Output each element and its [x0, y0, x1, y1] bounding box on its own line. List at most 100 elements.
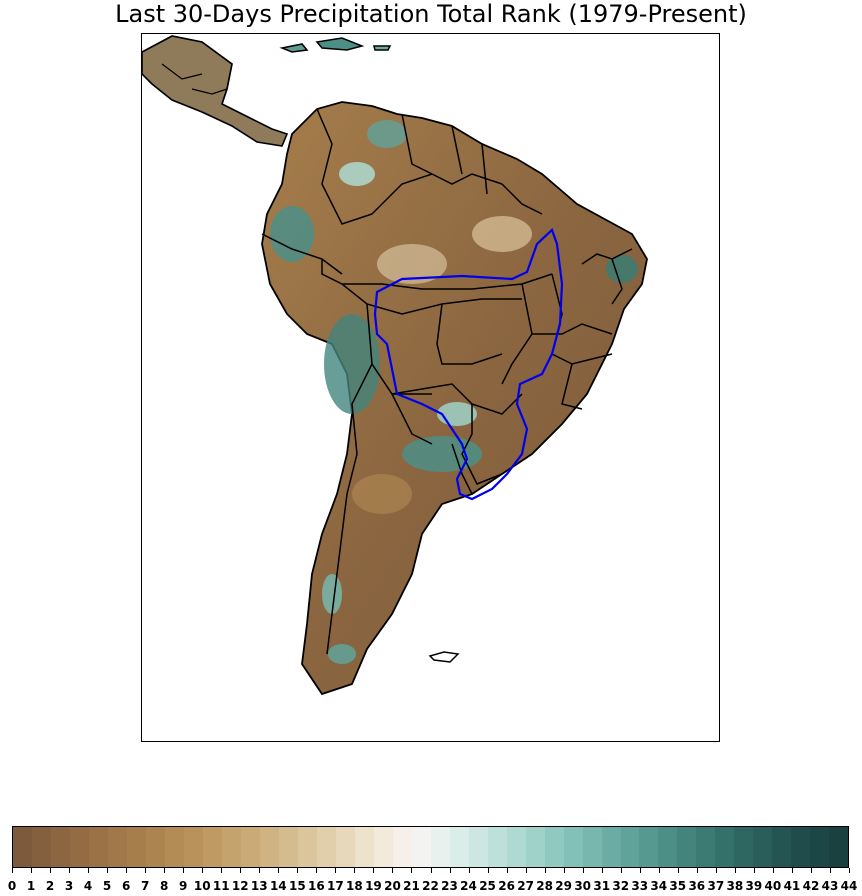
colorbar-tick-label: 1 [26, 879, 36, 893]
colorbar-cell [13, 827, 32, 867]
colorbar-cell [164, 827, 184, 867]
colorbar-tick-label: 30 [574, 879, 592, 893]
colorbar-tick [316, 868, 318, 873]
colorbar-tick [449, 868, 451, 873]
colorbar-cell [88, 827, 108, 867]
colorbar-tick [849, 868, 850, 873]
colorbar-tick-label: 31 [593, 879, 611, 893]
colorbar-tick [202, 868, 204, 873]
colorbar-cell [31, 827, 51, 867]
falkland-island [428, 651, 460, 663]
colorbar-cell [829, 827, 849, 867]
colorbar-cell [335, 827, 355, 867]
south-america-landmass [261, 101, 648, 696]
colorbar-cell [221, 827, 241, 867]
colorbar-tick-label: 24 [460, 879, 477, 893]
colorbar-cell [487, 827, 507, 867]
caribbean-island [315, 37, 365, 51]
colorbar-tick [658, 868, 660, 873]
colorbar-tick [354, 868, 356, 873]
colorbar-cell [734, 827, 754, 867]
colorbar-tick [12, 868, 13, 873]
colorbar-cell [316, 827, 336, 867]
colorbar-cell [791, 827, 811, 867]
colorbar-tick [677, 868, 679, 873]
colorbar-tick-label: 40 [764, 879, 782, 893]
colorbar-tick-label: 15 [288, 879, 306, 893]
colorbar-tick-label: 2 [45, 879, 55, 893]
colorbar-tick-label: 33 [631, 879, 649, 893]
colorbar-tick-label: 21 [403, 879, 420, 893]
colorbar-cell [240, 827, 260, 867]
colorbar-cell [563, 827, 583, 867]
colorbar-tick [107, 868, 109, 873]
colorbar-cell [430, 827, 450, 867]
colorbar-tick [715, 868, 717, 873]
colorbar-cell [449, 827, 469, 867]
colorbar-tick-label: 8 [159, 879, 169, 893]
colorbar-tick [639, 868, 641, 873]
colorbar-tick [221, 868, 223, 873]
colorbar-tick-label: 38 [726, 879, 744, 893]
colorbar-tick-label: 13 [250, 879, 268, 893]
colorbar-tick [126, 868, 128, 873]
colorbar-tick-label: 5 [102, 879, 112, 893]
colorbar-tick-label: 7 [140, 879, 150, 893]
caribbean-island [279, 43, 309, 53]
colorbar-tick-label: 0 [7, 879, 17, 893]
colorbar-tick-label: 25 [479, 879, 496, 893]
colorbar-tick [183, 868, 185, 873]
colorbar-cell [278, 827, 298, 867]
colorbar-tick [506, 868, 508, 873]
colorbar-tick-label: 16 [308, 879, 325, 893]
colorbar-tick-label: 34 [650, 879, 668, 893]
colorbar-cell [297, 827, 317, 867]
colorbar-tick [525, 868, 527, 873]
colorbar-tick-label: 20 [384, 879, 401, 893]
map-title: Last 30-Days Precipitation Total Rank (1… [115, 0, 747, 28]
colorbar-tick [487, 868, 489, 873]
colorbar-tick-label: 35 [669, 879, 687, 893]
colorbar-tick [50, 868, 52, 873]
colorbar-tick [696, 868, 698, 873]
colorbar-cell [69, 827, 89, 867]
colorbar-tick-label: 26 [498, 879, 515, 893]
colorbar-cell [202, 827, 222, 867]
central-america-landmass [142, 35, 289, 147]
colorbar-tick [468, 868, 470, 873]
colorbar-tick [810, 868, 812, 873]
colorbar-tick-label: 9 [179, 879, 188, 893]
colorbar-tick-label: 6 [121, 879, 131, 893]
colorbar-cell [107, 827, 127, 867]
map-frame [141, 33, 720, 742]
colorbar-cell [525, 827, 545, 867]
colorbar-tick-label: 3 [64, 879, 74, 893]
colorbar-tick-label: 28 [536, 879, 553, 893]
colorbar-cell [126, 827, 146, 867]
colorbar-tick-label: 42 [802, 879, 820, 893]
colorbar-cell [50, 827, 70, 867]
colorbar-tick [69, 868, 71, 873]
colorbar-tick [31, 868, 33, 873]
colorbar-tick [335, 868, 337, 873]
colorbar-tick [734, 868, 736, 873]
colorbar-tick-label: 14 [269, 879, 287, 893]
colorbar-tick [392, 868, 394, 873]
colorbar-cell [696, 827, 716, 867]
colorbar-tick-label: 27 [517, 879, 534, 893]
colorbar-tick [240, 868, 242, 873]
colorbar-tick-label: 36 [688, 879, 706, 893]
colorbar-cell [753, 827, 773, 867]
colorbar-tick [430, 868, 432, 873]
colorbar-tick [753, 868, 755, 873]
colorbar-tick-label: 23 [441, 879, 458, 893]
colorbar-cell [145, 827, 165, 867]
colorbar-cell [810, 827, 830, 867]
colorbar-tick [411, 868, 413, 873]
colorbar-cell [411, 827, 431, 867]
colorbar-cell [544, 827, 564, 867]
colorbar-tick-label: 12 [231, 879, 249, 893]
colorbar-tick-label: 32 [612, 879, 630, 893]
colorbar-cell [373, 827, 393, 867]
colorbar-tick [544, 868, 546, 873]
